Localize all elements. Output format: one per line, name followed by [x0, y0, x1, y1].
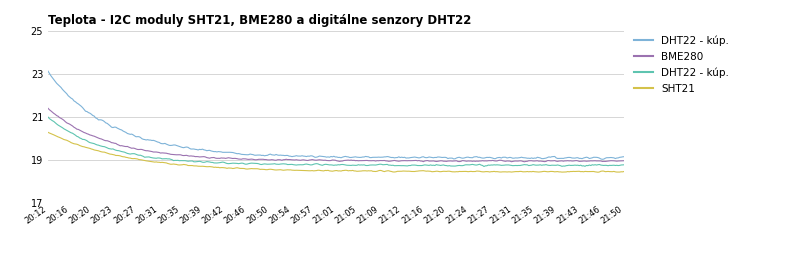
- DHT22 - kúp.: [459, 157, 469, 160]
- SHT21: [271, 168, 281, 172]
- DHT22 - kúp.: [479, 165, 489, 168]
- Line: SHT21: SHT21: [48, 132, 624, 172]
- DHT22 - kúp.: [231, 162, 241, 165]
- BME280: [271, 159, 281, 162]
- DHT22 - kúp.: [43, 115, 53, 119]
- BME280: [619, 159, 629, 162]
- Text: Teplota - I2C moduly SHT21, BME280 a digitálne senzory DHT22: Teplota - I2C moduly SHT21, BME280 a dig…: [48, 14, 471, 27]
- SHT21: [43, 131, 53, 134]
- DHT22 - kúp.: [619, 163, 629, 166]
- BME280: [43, 107, 53, 110]
- SHT21: [459, 170, 469, 173]
- DHT22 - kúp.: [459, 164, 469, 167]
- Line: DHT22 - kúp.: DHT22 - kúp.: [48, 117, 624, 166]
- DHT22 - kúp.: [406, 156, 415, 159]
- DHT22 - kúp.: [231, 152, 241, 155]
- DHT22 - kúp.: [462, 156, 471, 159]
- BME280: [406, 159, 415, 162]
- BME280: [462, 160, 471, 163]
- DHT22 - kúp.: [43, 70, 53, 73]
- SHT21: [619, 170, 629, 173]
- SHT21: [113, 154, 122, 157]
- SHT21: [231, 166, 241, 170]
- BME280: [113, 143, 122, 146]
- DHT22 - kúp.: [271, 162, 281, 166]
- DHT22 - kúp.: [113, 127, 122, 130]
- Line: DHT22 - kúp.: DHT22 - kúp.: [48, 71, 624, 159]
- BME280: [231, 157, 241, 160]
- BME280: [459, 159, 469, 162]
- DHT22 - kúp.: [271, 153, 281, 156]
- Line: BME280: BME280: [48, 108, 624, 162]
- SHT21: [462, 170, 471, 173]
- SHT21: [594, 171, 603, 174]
- DHT22 - kúp.: [619, 155, 629, 158]
- DHT22 - kúp.: [462, 163, 471, 166]
- BME280: [519, 160, 529, 163]
- DHT22 - kúp.: [598, 158, 607, 161]
- SHT21: [406, 170, 415, 173]
- DHT22 - kúp.: [406, 164, 415, 167]
- DHT22 - kúp.: [113, 149, 122, 152]
- Legend: DHT22 - kúp., BME280, DHT22 - kúp., SHT21: DHT22 - kúp., BME280, DHT22 - kúp., SHT2…: [630, 31, 733, 98]
